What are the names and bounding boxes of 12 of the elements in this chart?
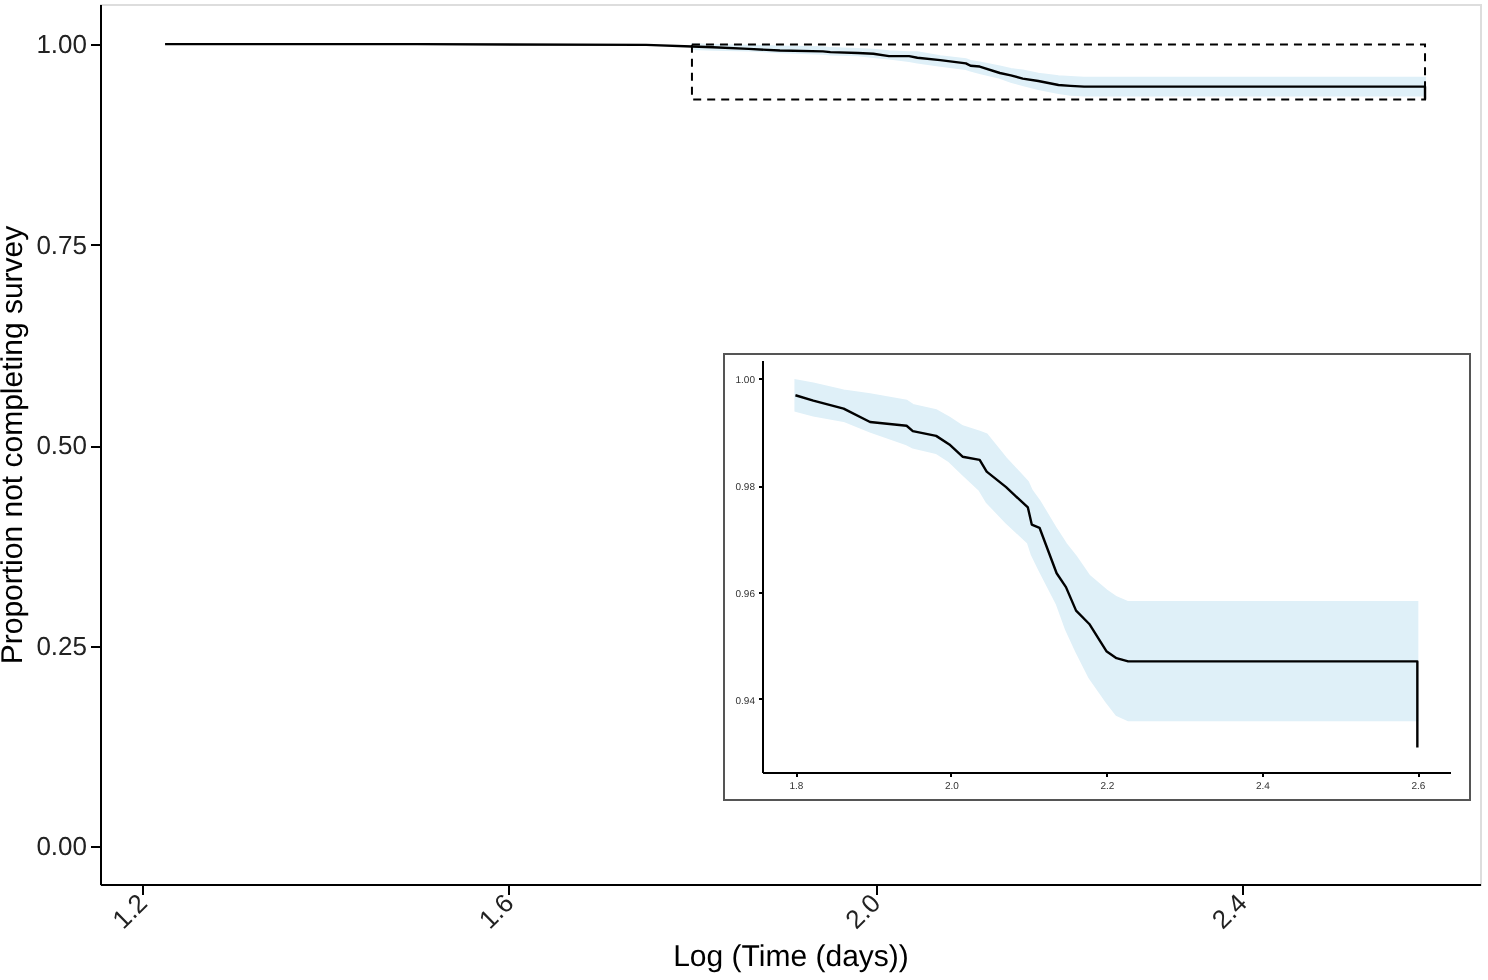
y-tick-label: 1.00 [36, 29, 87, 60]
y-tick-label: 0.50 [36, 430, 87, 461]
x-tick-label: 2.4 [1205, 887, 1253, 935]
x-tick-label: 2.0 [839, 887, 887, 935]
x-axis-title: Log (Time (days)) [673, 940, 909, 975]
y-tick-label: 0.00 [36, 831, 87, 862]
x-tick-label: 1.6 [472, 887, 520, 935]
y-axis-title: Proportion not completing survey [0, 224, 31, 665]
x-tick-label: 1.2 [106, 887, 154, 935]
y-tick-label: 0.25 [36, 630, 87, 661]
line-series [163, 42, 1427, 101]
y-tick-label: 0.75 [36, 229, 87, 260]
